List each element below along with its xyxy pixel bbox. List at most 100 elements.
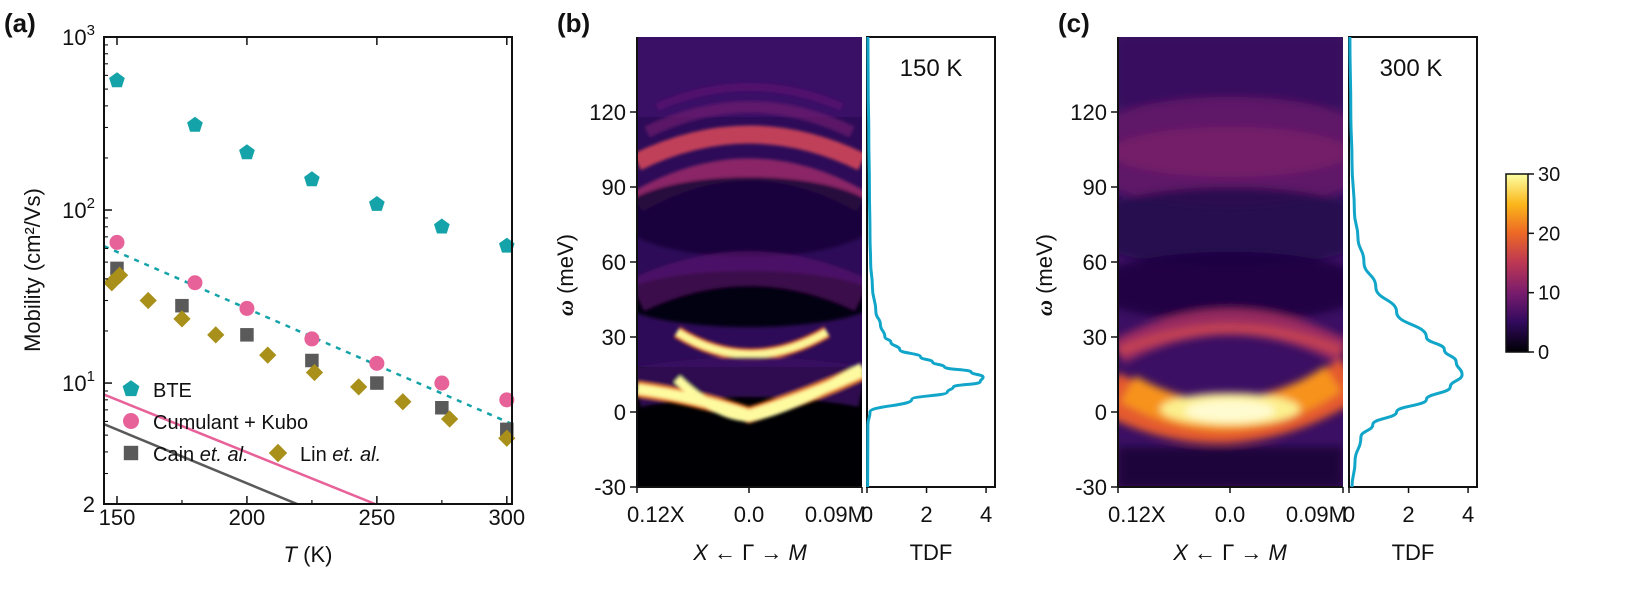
marker-cumulant-kubo — [109, 234, 125, 250]
marker-lin — [110, 266, 129, 284]
tdf-tick-label: 2 — [1402, 502, 1414, 527]
marker-cain — [500, 422, 514, 437]
legend-marker-cain — [123, 445, 139, 461]
tdf-ticks-b: 0 2 4 — [861, 487, 992, 527]
x-ticks-b: 0.12X 0.0 0.09M — [627, 487, 866, 527]
panel-c: 300 K -30 0 30 60 90 120 0.12X 0.0 0.09M 0 2 4 ω … — [1032, 36, 1478, 565]
tdf-curve-150k — [866, 36, 985, 488]
tdf-frame-c — [1348, 36, 1478, 488]
x-tick-label: 0.09M — [1286, 502, 1347, 527]
fit-line-cumulant-kubo — [104, 393, 379, 504]
colorbar-tick-label: 20 — [1538, 223, 1560, 245]
y-tick-label: -30 — [1075, 475, 1107, 500]
marker-lin — [207, 326, 225, 344]
marker-bte — [304, 171, 320, 187]
legend: BTE Cumulant + Kubo Cain et. al. Lin et. al… — [122, 380, 381, 466]
marker-bte — [434, 218, 450, 234]
marker-bte — [187, 116, 203, 132]
y-tick-label: 30 — [1083, 325, 1107, 350]
y-tick-label: 30 — [602, 325, 626, 350]
marker-bte — [109, 72, 125, 88]
spectral-heatmap-150k — [637, 37, 862, 487]
colorbar-ticks: 0 10 20 30 — [1528, 164, 1560, 364]
colorbar-tick-label: 10 — [1538, 283, 1560, 305]
marker-lin — [139, 291, 157, 310]
legend-label-cumulant-kubo: Cumulant + Kubo — [153, 412, 308, 434]
y-ticks-b: -30 0 30 60 90 120 — [589, 100, 637, 500]
data-markers — [103, 72, 516, 447]
legend-label-cain: Cain et. al. — [153, 444, 249, 466]
marker-lin — [305, 363, 324, 382]
plot-frame-a — [103, 36, 513, 505]
tdf-tick-label: 4 — [980, 502, 992, 527]
marker-bte — [369, 196, 385, 211]
y-tick-label: 120 — [1070, 100, 1107, 125]
x-ticks: 150 200 250 300 — [99, 37, 525, 530]
colorbar: 0 10 20 30 — [1505, 164, 1560, 364]
x-tick-label: 0.12X — [627, 502, 685, 527]
tdf-curve-300k — [1348, 36, 1464, 488]
temperature-label-c: 300 K — [1380, 55, 1443, 82]
tdf-axis-label-b: TDF — [910, 540, 953, 565]
y-ticks: 103 102 101 2 — [62, 22, 112, 517]
y-tick-label: 2 — [83, 492, 95, 517]
spectral-heatmap-300k — [1118, 37, 1343, 487]
colorbar-tick-label: 0 — [1538, 342, 1549, 364]
y-tick-label: 90 — [1083, 175, 1107, 200]
x-tick-label: 250 — [359, 505, 396, 530]
x-tick-label: 0.09M — [805, 502, 866, 527]
marker-cain — [435, 400, 449, 415]
y-tick-label: 101 — [62, 368, 95, 396]
marker-cain — [240, 328, 254, 342]
colorbar-tick-label: 30 — [1538, 164, 1560, 186]
marker-cumulant-kubo — [304, 331, 320, 347]
marker-lin — [173, 310, 191, 328]
marker-lin — [441, 410, 459, 428]
x-axis-label-a: T (K) — [284, 542, 333, 567]
marker-cain — [370, 376, 384, 390]
tdf-axis-label-c: TDF — [1392, 540, 1435, 565]
panel-label-c: (c) — [1058, 8, 1090, 38]
x-tick-label: 200 — [229, 505, 266, 530]
colorbar-gradient — [1505, 173, 1529, 353]
tdf-ticks-c: 0 2 4 — [1343, 487, 1474, 527]
x-tick-label: 0.0 — [734, 502, 765, 527]
tdf-tick-label: 0 — [1343, 502, 1355, 527]
fit-line-cain — [104, 423, 301, 504]
legend-marker-cumulant-kubo — [123, 413, 139, 429]
panel-a: 150 200 250 300 103 102 101 2 T (K) Mobility (… — [20, 22, 525, 567]
marker-cumulant-kubo — [499, 392, 515, 408]
y-ticks-c: -30 0 30 60 90 120 — [1070, 100, 1118, 500]
marker-bte — [499, 237, 515, 253]
x-tick-label: 150 — [99, 505, 136, 530]
marker-cumulant-kubo — [187, 275, 203, 291]
tdf-tick-label: 4 — [1462, 502, 1474, 527]
tdf-tick-label: 0 — [861, 502, 873, 527]
marker-cumulant-kubo — [369, 355, 385, 371]
legend-label-bte: BTE — [153, 380, 192, 402]
marker-cumulant-kubo — [239, 300, 255, 316]
y-axis-label-c: ω (meV) — [1032, 234, 1057, 316]
marker-cumulant-kubo — [434, 375, 450, 391]
panel-label-b: (b) — [557, 8, 590, 38]
x-tick-label: 0.0 — [1215, 502, 1246, 527]
y-tick-label: 0 — [614, 400, 626, 425]
tdf-frame-b — [866, 36, 996, 488]
y-tick-label: 60 — [602, 250, 626, 275]
x-tick-label: 0.12X — [1108, 502, 1166, 527]
marker-bte — [239, 144, 255, 160]
legend-marker-bte — [122, 380, 140, 397]
legend-marker-lin — [268, 443, 288, 463]
marker-lin — [350, 378, 368, 396]
y-tick-label: 0 — [1095, 400, 1107, 425]
y-tick-label: 103 — [62, 22, 95, 50]
temperature-label-b: 150 K — [900, 55, 963, 82]
x-axis-label-c: X ← Γ → M — [1172, 540, 1287, 565]
marker-lin — [394, 393, 412, 411]
marker-cain — [175, 298, 189, 313]
panel-label-a: (a) — [4, 8, 36, 38]
x-ticks-c: 0.12X 0.0 0.09M — [1108, 487, 1347, 527]
y-tick-label: -30 — [594, 475, 626, 500]
panel-b: 150 K -30 0 30 60 90 120 0.12X 0.0 0.09M 0 2 4 ω … — [553, 36, 996, 565]
